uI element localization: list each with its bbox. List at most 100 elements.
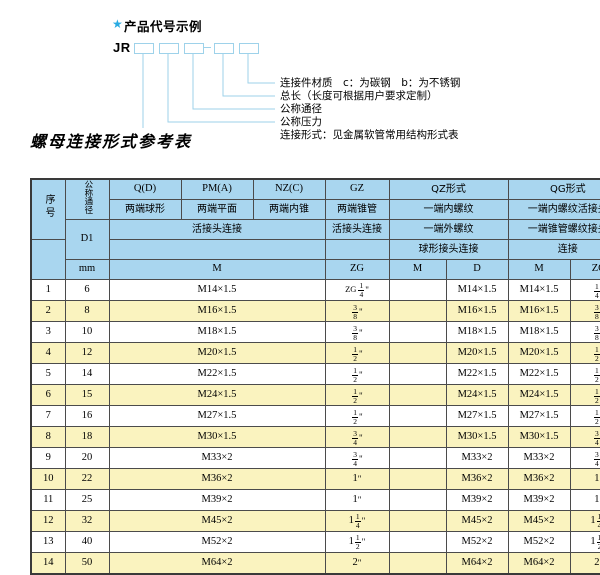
cell-dn: 15 bbox=[64, 384, 110, 406]
header-endtype-pma: 两端平面 bbox=[180, 199, 254, 220]
cell-qz-d: M64×2 bbox=[445, 552, 509, 575]
cell-qg-zg: 12" bbox=[569, 384, 600, 406]
cell-seq: 9 bbox=[30, 447, 66, 469]
cell-qz-d: M14×1.5 bbox=[445, 279, 509, 301]
cell-seq: 12 bbox=[30, 510, 66, 532]
cell-qg-m: M27×1.5 bbox=[507, 405, 571, 427]
header-unit-mm: mm bbox=[64, 259, 110, 280]
cell-qg-zg: 114" bbox=[569, 510, 600, 532]
cell-qg-m: M22×1.5 bbox=[507, 363, 571, 385]
cell-seq: 2 bbox=[30, 300, 66, 322]
cell-qz-d: M24×1.5 bbox=[445, 384, 509, 406]
header-endtype-qd: 两端球形 bbox=[108, 199, 182, 220]
cell-qg-zg: 38" bbox=[569, 321, 600, 343]
header-join2-gz bbox=[324, 239, 390, 260]
cell-qz-m bbox=[388, 552, 447, 575]
cell-qg-m: M45×2 bbox=[507, 510, 571, 532]
header-row-group-codes: 序号 公称通径 Q(D) PM(A) NZ(C) GZ QZ形式 QG形式 bbox=[30, 178, 600, 240]
header-join2-left bbox=[108, 239, 326, 260]
cell-qz-d: M22×1.5 bbox=[445, 363, 509, 385]
cell-qg-zg: 38" bbox=[569, 300, 600, 322]
cell-seq: 14 bbox=[30, 552, 66, 575]
header-group-code-qg: QG形式 bbox=[507, 178, 600, 200]
cell-gz-zg: 1 2 " bbox=[324, 405, 390, 427]
cell-gz-zg: 1 1 2 " bbox=[324, 531, 390, 553]
cell-qz-m bbox=[388, 447, 447, 469]
cell-seq: 7 bbox=[30, 405, 66, 427]
code-slot-2 bbox=[159, 43, 179, 54]
cell-m: M24×1.5 bbox=[108, 384, 326, 406]
cell-qg-zg: 2" bbox=[569, 552, 600, 575]
code-prefix-label: JR bbox=[113, 40, 131, 55]
legend-material: 连接件材质 c：为碳钢 b：为不锈钢 bbox=[280, 77, 461, 89]
header-d1: D1 bbox=[64, 219, 110, 260]
cell-qg-zg: 12" bbox=[569, 342, 600, 364]
header-row-join-1: D1 活接头连接 活接头连接 一端外螺纹 一端锥管螺纹接头 bbox=[31, 219, 600, 260]
cell-dn: 6 bbox=[64, 279, 110, 301]
cell-qz-m bbox=[388, 489, 447, 511]
cell-m: M52×2 bbox=[108, 531, 326, 553]
cell-seq: 10 bbox=[30, 468, 66, 490]
cell-qz-d: M36×2 bbox=[445, 468, 509, 490]
header-unit-zg-gz: ZG bbox=[324, 259, 390, 280]
cell-gz-zg: 3 8 " bbox=[324, 300, 390, 322]
cell-qz-d: M27×1.5 bbox=[445, 405, 509, 427]
cell-qg-zg: 34" bbox=[569, 426, 600, 448]
cell-qg-zg: 112" bbox=[569, 531, 600, 553]
header-dn-label: 公称通径 bbox=[82, 180, 93, 215]
cell-gz-zg: 1 " bbox=[324, 468, 390, 490]
cell-qz-m bbox=[388, 342, 447, 364]
cell-dn: 50 bbox=[64, 552, 110, 575]
cell-gz-zg: 1 2 " bbox=[324, 384, 390, 406]
cell-seq: 8 bbox=[30, 426, 66, 448]
cell-dn: 40 bbox=[64, 531, 110, 553]
cell-qz-d: M45×2 bbox=[445, 510, 509, 532]
cell-qz-m bbox=[388, 279, 447, 301]
cell-qg-m: M39×2 bbox=[507, 489, 571, 511]
cell-dn: 16 bbox=[64, 405, 110, 427]
cell-m: M20×1.5 bbox=[108, 342, 326, 364]
cell-qg-m: M36×2 bbox=[507, 468, 571, 490]
cell-dn: 25 bbox=[64, 489, 110, 511]
leader-lines bbox=[142, 53, 275, 128]
cell-qg-zg: 12" bbox=[569, 405, 600, 427]
cell-gz-zg: 3 4 " bbox=[324, 426, 390, 448]
cell-qg-m: M52×2 bbox=[507, 531, 571, 553]
cell-qz-d: M18×1.5 bbox=[445, 321, 509, 343]
page-title: 螺母连接形式参考表 bbox=[30, 132, 193, 151]
header-group-code-qd: Q(D) bbox=[108, 178, 182, 200]
cell-qz-d: M39×2 bbox=[445, 489, 509, 511]
header-unit-m-qz: M bbox=[388, 259, 447, 280]
cell-qz-m bbox=[388, 300, 447, 322]
header-unit-m-qg: M bbox=[507, 259, 571, 280]
legend-nominal-pressure: 公称压力 bbox=[280, 116, 322, 128]
cell-dn: 8 bbox=[64, 300, 110, 322]
header-row-units: mm M ZG M D M ZG bbox=[31, 259, 600, 280]
header-unit-zg-qg: ZG bbox=[569, 259, 600, 280]
cell-dn: 32 bbox=[64, 510, 110, 532]
cell-m: M33×2 bbox=[108, 447, 326, 469]
cell-m: M36×2 bbox=[108, 468, 326, 490]
header-seq: 序号 bbox=[30, 178, 66, 240]
cell-qz-d: M52×2 bbox=[445, 531, 509, 553]
cell-qz-m bbox=[388, 363, 447, 385]
cell-gz-zg: 1 2 " bbox=[324, 363, 390, 385]
cell-qg-m: M20×1.5 bbox=[507, 342, 571, 364]
cell-qg-m: M14×1.5 bbox=[507, 279, 571, 301]
cell-gz-zg: 1 " bbox=[324, 489, 390, 511]
cell-seq: 4 bbox=[30, 342, 66, 364]
header-unit-d-qz: D bbox=[445, 259, 509, 280]
cell-m: M16×1.5 bbox=[108, 300, 326, 322]
cell-m: M64×2 bbox=[108, 552, 326, 575]
code-dash-separator bbox=[204, 47, 211, 48]
cell-m: M45×2 bbox=[108, 510, 326, 532]
cell-qz-m bbox=[388, 468, 447, 490]
cell-qz-m bbox=[388, 510, 447, 532]
